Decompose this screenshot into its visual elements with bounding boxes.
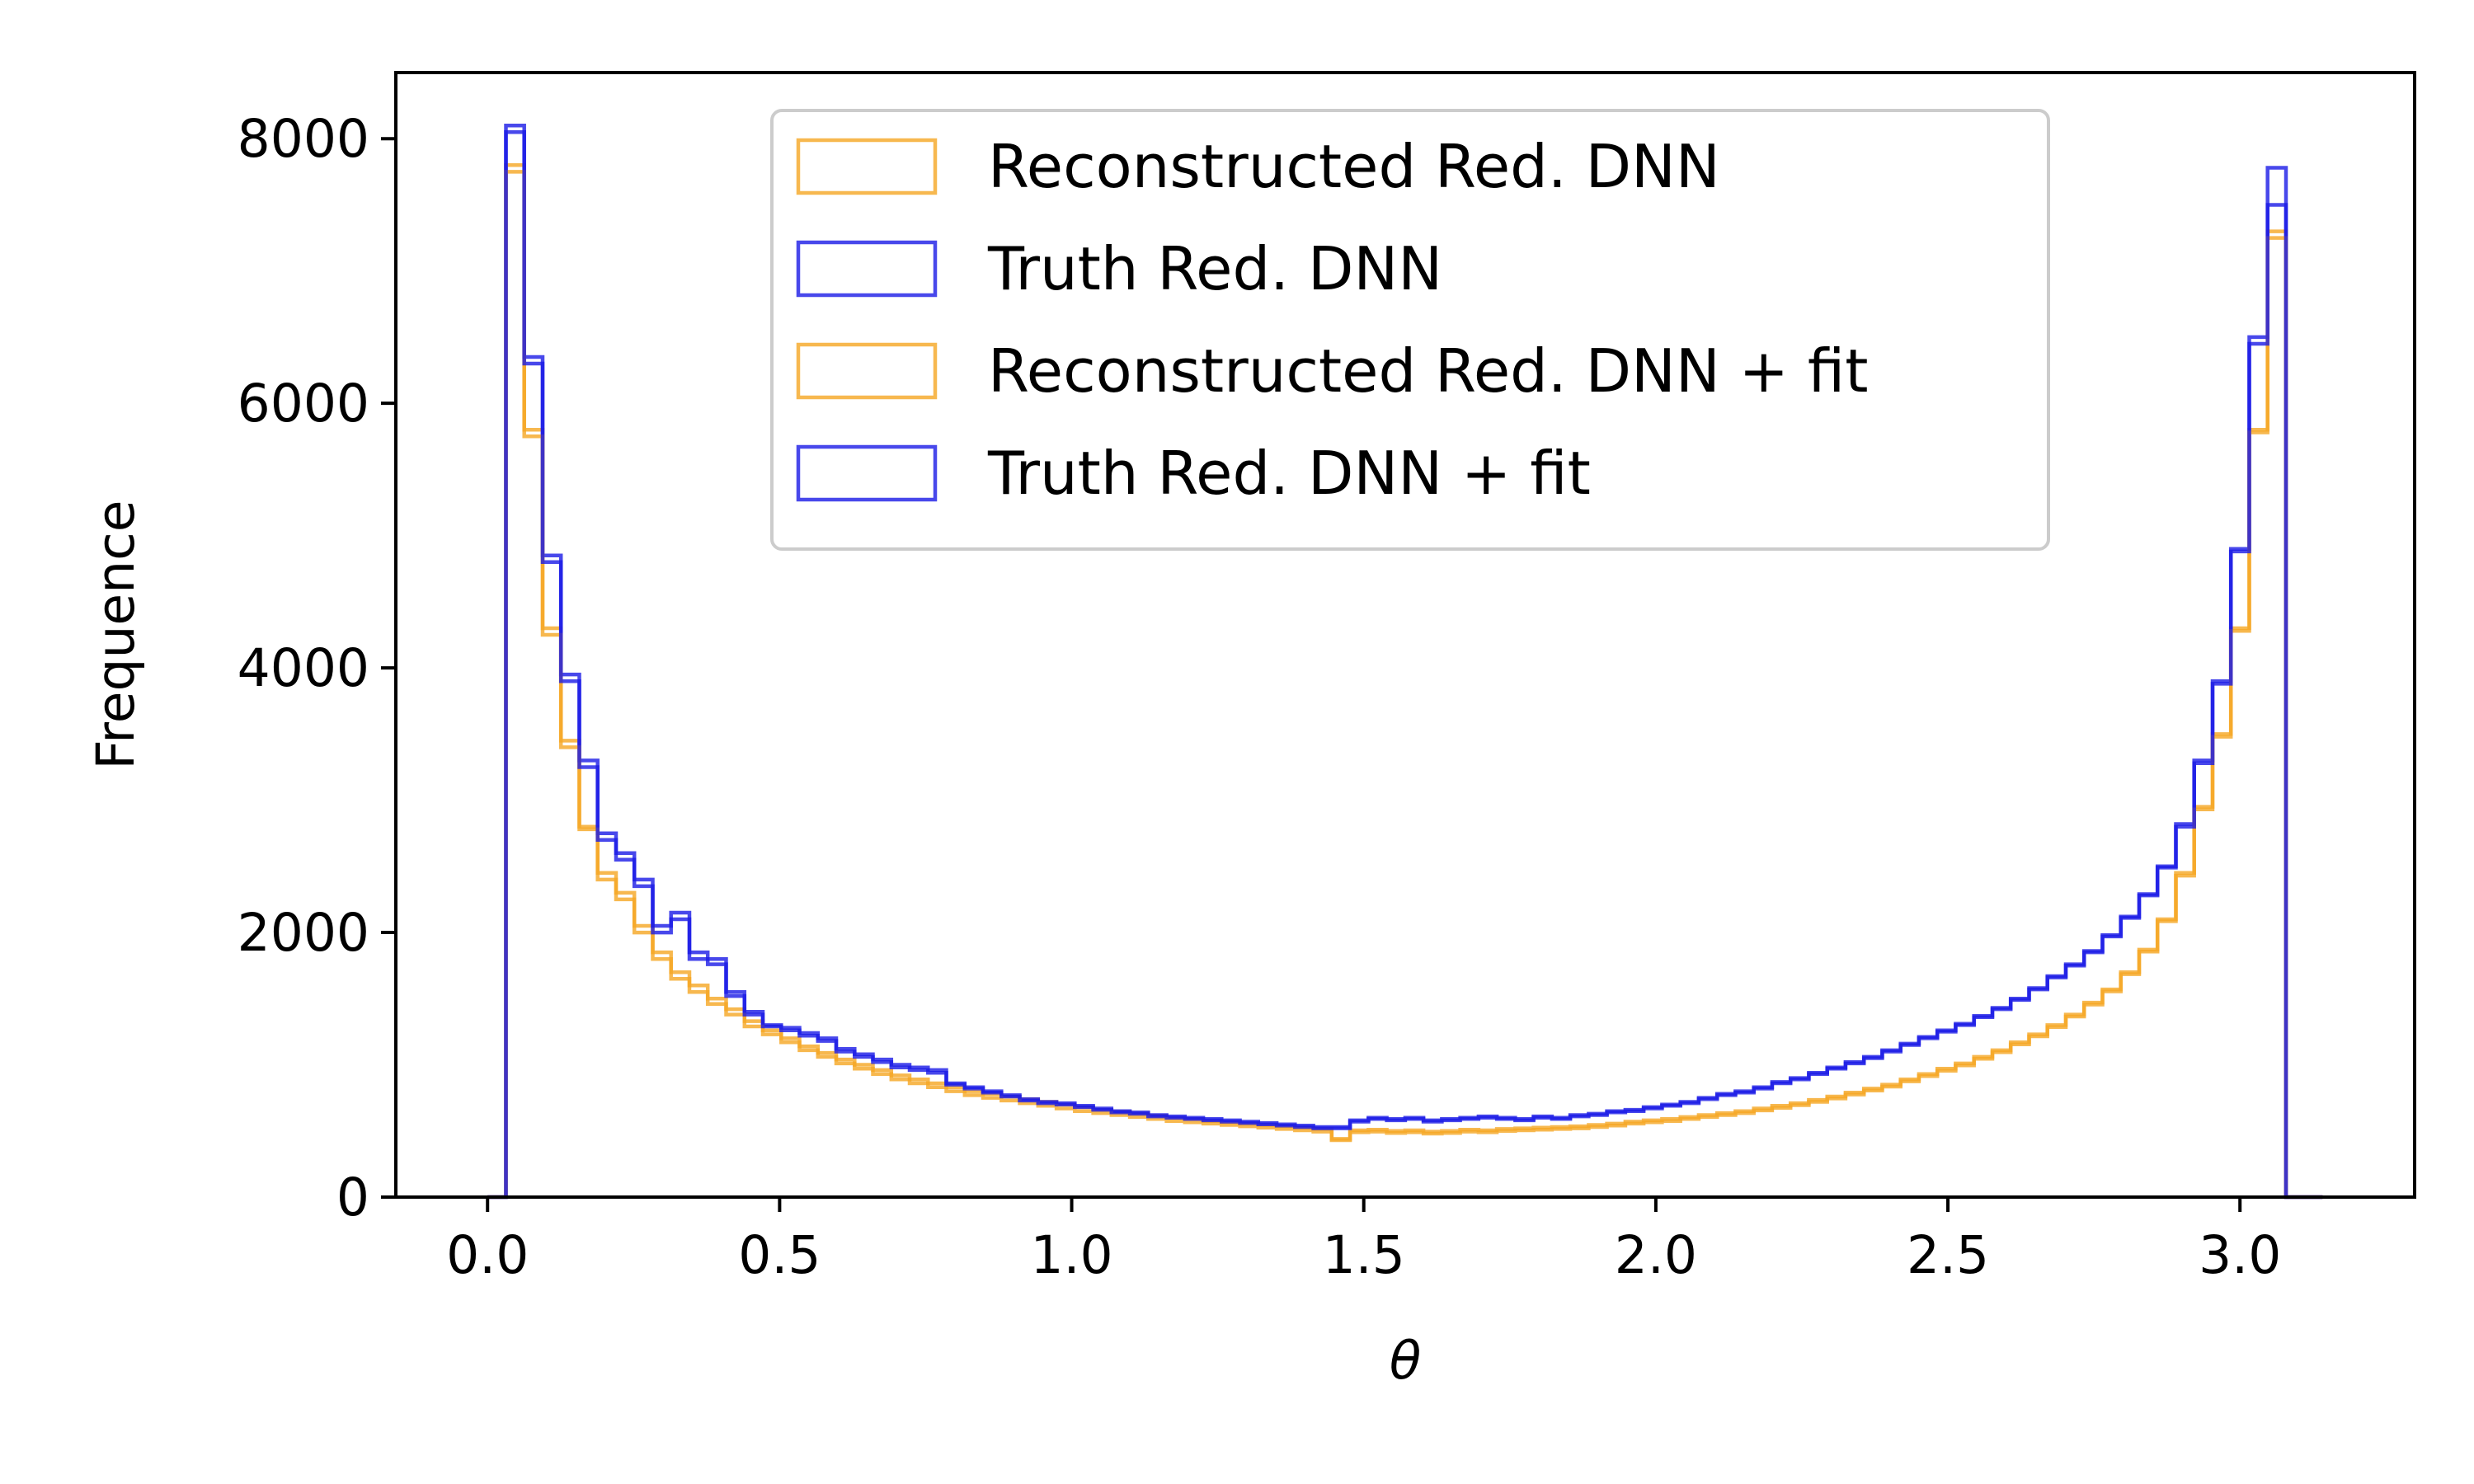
series-3-histogram	[487, 170, 2323, 1200]
y-axis-label: Frequence	[86, 500, 146, 770]
legend-label: Truth Red. DNN	[987, 234, 1442, 303]
y-tick-label: 6000	[238, 373, 369, 434]
y-tick-label: 0	[336, 1167, 369, 1228]
legend: Reconstructed Red. DNN Truth Red. DNN Reco…	[770, 109, 2050, 551]
x-tick-label: 3.0	[2199, 1225, 2281, 1285]
y-axis: 0 2000 4000 6000 8000	[238, 109, 396, 1228]
y-tick-label: 2000	[238, 903, 369, 963]
x-tick-label: 1.0	[1030, 1225, 1112, 1285]
legend-swatch	[796, 138, 938, 195]
series-layer	[487, 123, 2323, 1200]
x-tick-label: 2.0	[1615, 1225, 1697, 1285]
legend-label: Reconstructed Red. DNN	[988, 132, 1720, 201]
legend-swatch	[796, 240, 938, 298]
x-tick-label: 2.5	[1907, 1225, 1989, 1285]
x-tick-label: 1.5	[1323, 1225, 1405, 1285]
legend-label: Reconstructed Red. DNN + fit	[988, 336, 1868, 406]
series-4-histogram	[487, 129, 2323, 1200]
x-axis-label: θ	[1390, 1331, 1422, 1391]
legend-label: Truth Red. DNN + fit	[987, 439, 1591, 508]
x-tick-label: 0.5	[738, 1225, 821, 1285]
legend-box	[770, 109, 2050, 551]
y-tick-label: 4000	[238, 638, 369, 698]
x-axis: 0.0 0.5 1.0 1.5 2.0 2.5 3.0	[446, 1197, 2281, 1285]
y-tick-label: 8000	[238, 109, 369, 169]
legend-swatch	[796, 342, 938, 400]
legend-swatch	[796, 444, 938, 502]
plot-frame	[394, 71, 2416, 1199]
x-tick-label: 0.0	[446, 1225, 529, 1285]
